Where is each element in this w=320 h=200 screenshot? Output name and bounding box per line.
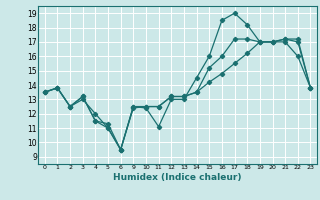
X-axis label: Humidex (Indice chaleur): Humidex (Indice chaleur) — [113, 173, 242, 182]
